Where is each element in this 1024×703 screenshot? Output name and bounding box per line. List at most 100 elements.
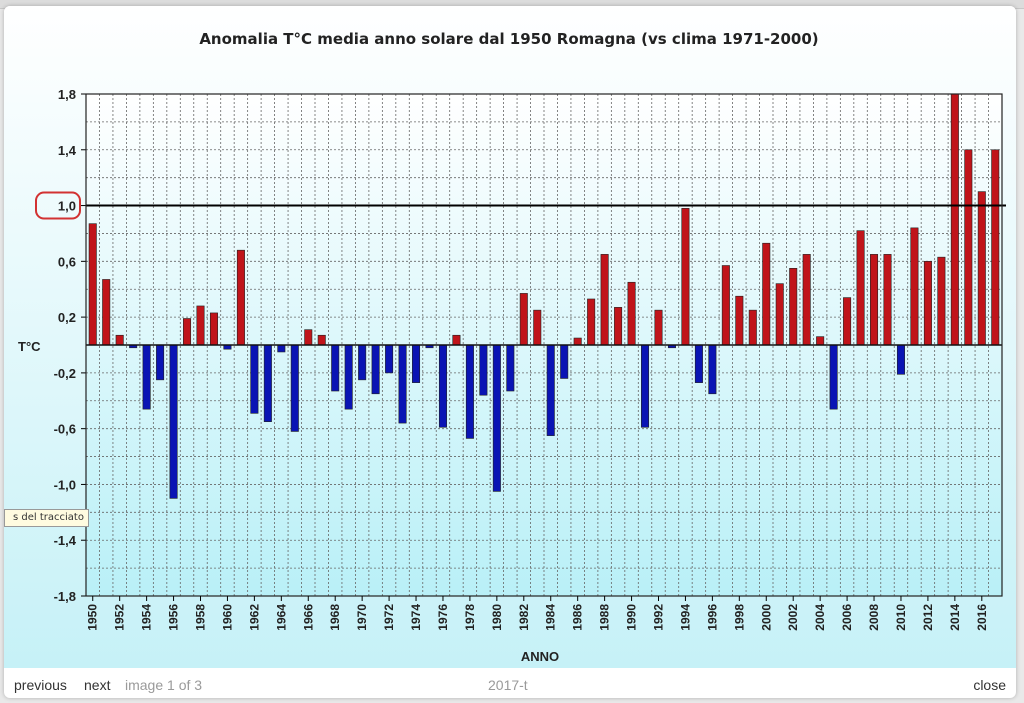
bar-2013 (937, 256, 946, 346)
bar-2017 (991, 149, 1000, 346)
bar-1988 (600, 254, 609, 346)
bar-1955 (156, 344, 165, 381)
bar-1992 (654, 309, 663, 346)
bar-1957 (183, 318, 192, 346)
y-tick-label: -1,8 (54, 589, 76, 604)
bar-1998 (735, 295, 744, 346)
bar-1983 (533, 309, 542, 346)
bar-1968 (331, 344, 340, 392)
y-tick-label: 1,4 (58, 143, 77, 158)
x-tick-label: 2002 (786, 604, 800, 631)
bar-1985 (560, 344, 569, 379)
image-caption: 2017-t (488, 677, 528, 693)
x-tick-label: 1976 (436, 604, 450, 631)
bar-2001 (775, 283, 784, 346)
anomaly-bar-chart: Anomalia T°C media anno solare dal 1950 … (4, 6, 1016, 668)
bar-1994 (681, 208, 690, 346)
bar-1997 (721, 265, 730, 346)
bar-1964 (277, 344, 286, 353)
tooltip: s del tracciato (4, 509, 89, 527)
bar-1952 (115, 334, 124, 346)
bar-1965 (290, 344, 299, 432)
bar-2009 (883, 254, 892, 346)
x-tick-label: 1996 (705, 604, 719, 631)
x-tick-label: 2010 (894, 604, 908, 631)
bar-2000 (762, 242, 771, 346)
x-tick-label: 1998 (732, 604, 746, 631)
x-tick-label: 1980 (490, 604, 504, 631)
x-tick-label: 2000 (759, 604, 773, 631)
bar-1989 (614, 307, 623, 346)
x-tick-label: 1964 (274, 604, 288, 631)
bar-2010 (896, 344, 905, 375)
y-tick-label: -1,0 (54, 477, 76, 492)
bar-2015 (964, 149, 973, 346)
x-tick-label: 2008 (867, 604, 881, 631)
x-tick-label: 2014 (948, 604, 962, 631)
x-tick-label: 1966 (301, 604, 315, 631)
x-tick-label: 1994 (678, 604, 692, 631)
y-tick-label: 1,0 (58, 199, 76, 214)
close-link[interactable]: close (973, 677, 1006, 693)
y-tick-label: 0,2 (58, 310, 76, 325)
x-tick-label: 1978 (463, 604, 477, 631)
y-tick-label: -1,4 (54, 533, 77, 548)
highlight-circle (35, 191, 81, 220)
bar-1972 (385, 344, 394, 374)
bar-1976 (438, 344, 447, 428)
bar-1962 (250, 344, 259, 414)
y-axis-label: T°C (18, 339, 41, 354)
x-tick-label: 1958 (194, 604, 208, 631)
bar-2002 (789, 268, 798, 346)
x-tick-label: 2004 (813, 604, 827, 631)
bar-1950 (88, 223, 97, 346)
x-tick-label: 1954 (140, 604, 154, 631)
bar-1954 (142, 344, 151, 410)
bar-1963 (263, 344, 272, 422)
x-tick-label: 1960 (220, 604, 234, 631)
bar-1971 (371, 344, 380, 395)
image-lightbox: Anomalia T°C media anno solare dal 1950 … (4, 6, 1016, 698)
x-tick-label: 2012 (921, 604, 935, 631)
bar-1996 (708, 344, 717, 395)
x-tick-label: 1982 (517, 604, 531, 631)
bar-2016 (977, 191, 986, 346)
image-counter: image 1 of 3 (125, 677, 203, 693)
bar-1973 (398, 344, 407, 424)
bar-1977 (452, 334, 461, 346)
x-tick-label: 1952 (113, 604, 127, 631)
bar-2011 (910, 227, 919, 346)
bar-1979 (479, 344, 488, 396)
x-tick-label: 1970 (355, 604, 369, 631)
bar-1961 (236, 249, 245, 346)
x-tick-label: 1992 (652, 604, 666, 631)
x-tick-label: 1968 (328, 604, 342, 631)
bar-1956 (169, 344, 178, 499)
y-tick-label: 0,6 (58, 254, 76, 269)
bar-2008 (870, 254, 879, 346)
bar-1969 (344, 344, 353, 410)
x-tick-label: 1956 (167, 604, 181, 631)
bar-1978 (465, 344, 474, 439)
bar-2007 (856, 230, 865, 346)
bar-1966 (304, 329, 313, 346)
bar-2005 (829, 344, 838, 410)
x-tick-label: 2006 (840, 604, 854, 631)
y-tick-label: 1,8 (58, 87, 76, 102)
x-tick-label: 1962 (247, 604, 261, 631)
bar-1970 (358, 344, 367, 381)
y-tick-label: -0,2 (54, 366, 76, 381)
x-tick-label: 1988 (598, 604, 612, 631)
bar-1959 (209, 312, 218, 346)
bar-1981 (506, 344, 515, 392)
next-link[interactable]: next (84, 677, 111, 693)
bar-1982 (519, 293, 528, 346)
bar-1984 (546, 344, 555, 436)
bar-2006 (843, 297, 852, 346)
plot-border (85, 93, 1003, 597)
bar-2003 (802, 254, 811, 346)
bar-1990 (627, 281, 636, 346)
previous-link[interactable]: previous (14, 677, 67, 693)
x-tick-label: 1984 (544, 604, 558, 631)
bar-1986 (573, 337, 582, 346)
